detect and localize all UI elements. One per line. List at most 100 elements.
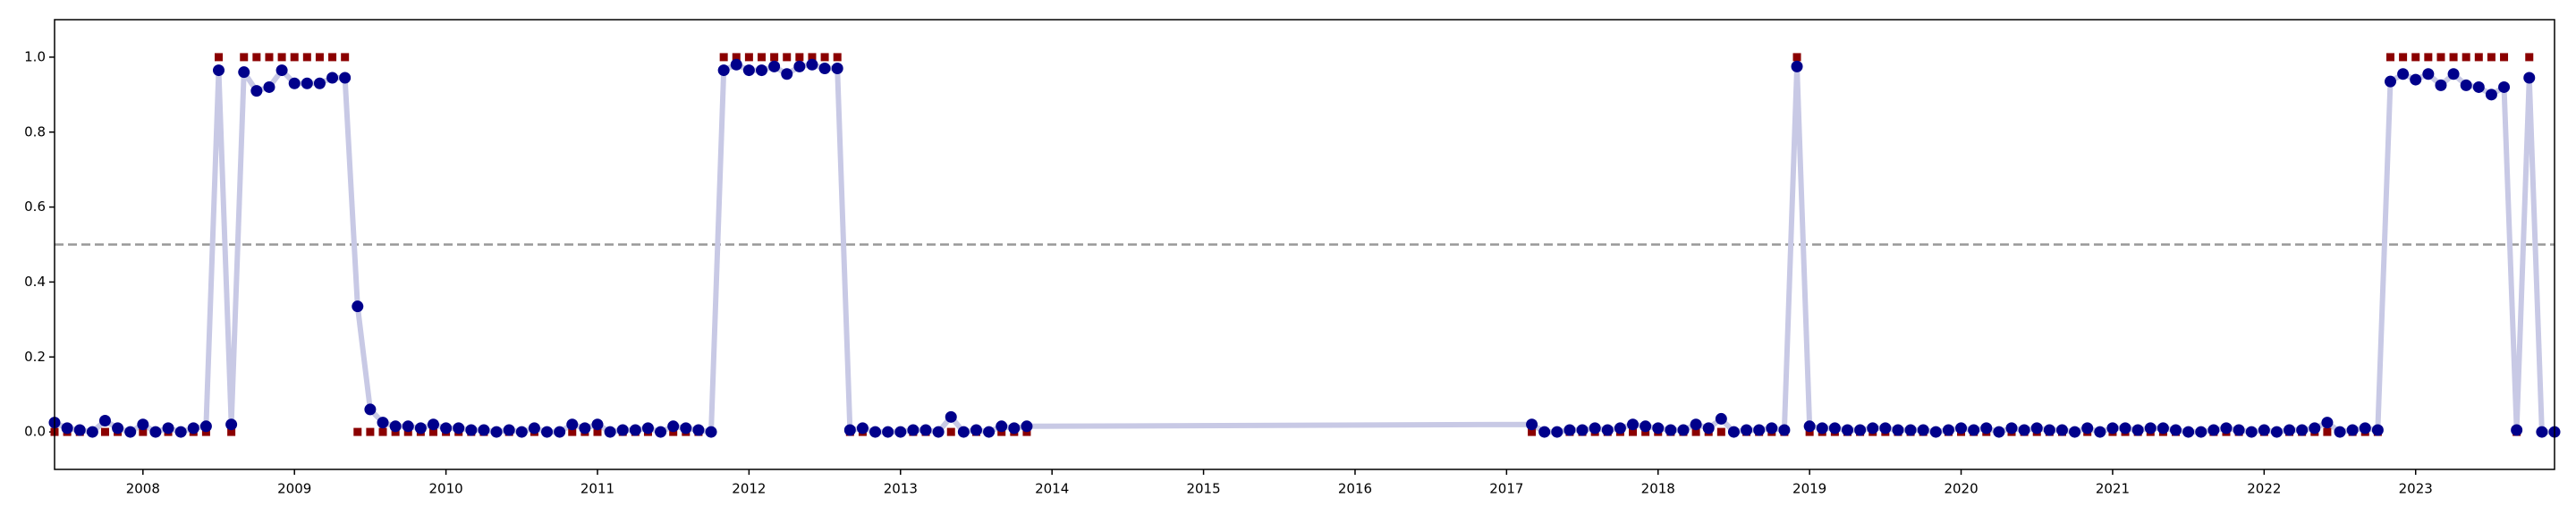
point bbox=[641, 422, 654, 435]
point bbox=[2043, 424, 2055, 436]
point bbox=[2055, 424, 2068, 436]
square-marker bbox=[2436, 53, 2445, 62]
square-marker bbox=[1792, 53, 1801, 62]
point bbox=[2094, 426, 2106, 438]
square-marker bbox=[290, 53, 299, 62]
point bbox=[1741, 424, 1753, 436]
point bbox=[2397, 68, 2410, 80]
point bbox=[616, 424, 629, 436]
point bbox=[402, 420, 414, 433]
point bbox=[1715, 412, 1727, 425]
x-tick-label: 2009 bbox=[277, 481, 311, 497]
point bbox=[1021, 420, 1033, 433]
point bbox=[2106, 422, 2119, 435]
square-marker bbox=[2411, 53, 2420, 62]
point bbox=[831, 62, 843, 74]
square-marker bbox=[820, 53, 829, 62]
square-marker bbox=[2449, 53, 2458, 62]
point bbox=[692, 424, 705, 436]
point bbox=[2523, 72, 2536, 84]
point bbox=[1929, 426, 1942, 438]
point bbox=[2030, 422, 2043, 435]
point bbox=[2536, 426, 2548, 438]
point bbox=[313, 77, 326, 89]
point bbox=[655, 426, 667, 438]
x-tick-label: 2023 bbox=[2399, 481, 2433, 497]
point bbox=[856, 422, 869, 435]
square-marker bbox=[795, 53, 804, 62]
point bbox=[238, 66, 250, 79]
point bbox=[2284, 424, 2296, 436]
point bbox=[919, 424, 932, 436]
square-marker bbox=[328, 53, 337, 62]
x-tick-label: 2014 bbox=[1035, 481, 1069, 497]
point bbox=[2069, 426, 2081, 438]
point bbox=[2511, 424, 2523, 436]
point bbox=[806, 58, 818, 71]
point bbox=[882, 426, 894, 438]
point bbox=[2195, 426, 2207, 438]
point bbox=[2359, 422, 2371, 435]
y-tick-label: 0.2 bbox=[24, 349, 46, 365]
point bbox=[1589, 422, 1601, 435]
point bbox=[389, 420, 402, 433]
point bbox=[541, 426, 554, 438]
series-line bbox=[53, 62, 2555, 435]
point bbox=[2296, 424, 2309, 436]
point bbox=[352, 300, 364, 313]
point bbox=[1955, 422, 1968, 435]
point bbox=[945, 410, 957, 423]
point bbox=[2233, 424, 2245, 436]
square-marker bbox=[2323, 427, 2332, 436]
x-tick-label: 2021 bbox=[2096, 481, 2130, 497]
point bbox=[162, 422, 174, 435]
point bbox=[730, 58, 742, 71]
point bbox=[377, 417, 389, 429]
point bbox=[2157, 422, 2169, 435]
point bbox=[478, 424, 490, 436]
point bbox=[1690, 418, 1702, 431]
square-marker bbox=[2474, 53, 2483, 62]
point bbox=[667, 420, 680, 433]
square-marker bbox=[2500, 53, 2509, 62]
point bbox=[453, 422, 465, 435]
point bbox=[174, 426, 187, 438]
point bbox=[1576, 424, 1589, 436]
point bbox=[2447, 68, 2460, 80]
point bbox=[2371, 424, 2384, 436]
square-marker bbox=[240, 53, 249, 62]
x-tick-label: 2019 bbox=[1792, 481, 1826, 497]
square-marker bbox=[315, 53, 324, 62]
square-marker bbox=[833, 53, 842, 62]
square-marker bbox=[378, 427, 387, 436]
point bbox=[326, 72, 339, 84]
point bbox=[124, 426, 137, 438]
square-marker bbox=[428, 427, 437, 436]
point bbox=[2005, 422, 2018, 435]
point bbox=[263, 80, 275, 93]
point bbox=[528, 422, 540, 435]
y-tick-label: 0.4 bbox=[24, 274, 46, 290]
square-marker bbox=[1691, 427, 1700, 436]
point bbox=[742, 64, 755, 77]
x-tick-label: 2013 bbox=[884, 481, 918, 497]
point bbox=[2018, 424, 2030, 436]
square-marker bbox=[1528, 427, 1537, 436]
point bbox=[1627, 418, 1640, 431]
point bbox=[843, 424, 856, 436]
point bbox=[818, 62, 831, 74]
point bbox=[604, 426, 616, 438]
square-marker bbox=[2399, 53, 2408, 62]
point bbox=[149, 426, 162, 438]
x-tick-label: 2012 bbox=[732, 481, 766, 497]
y-tick-label: 0.0 bbox=[24, 424, 46, 440]
point bbox=[213, 64, 225, 77]
square-marker bbox=[770, 53, 779, 62]
y-tick-label: 0.6 bbox=[24, 198, 46, 215]
point bbox=[932, 426, 945, 438]
square-marker bbox=[2525, 53, 2534, 62]
square-marker bbox=[277, 53, 286, 62]
point bbox=[2485, 89, 2497, 101]
point bbox=[2384, 75, 2396, 88]
